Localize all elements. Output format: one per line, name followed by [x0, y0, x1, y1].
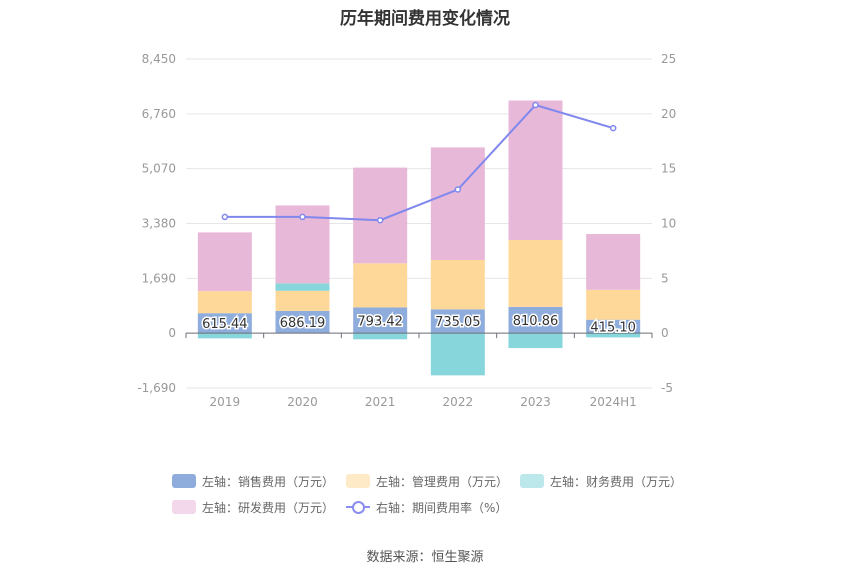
rate-line	[224, 103, 614, 222]
data-source-note: 数据来源：恒生聚源	[366, 550, 484, 565]
bar-3	[275, 283, 330, 291]
data-label: 793.42	[357, 314, 403, 329]
rate-point	[376, 216, 384, 224]
rate-point	[454, 186, 462, 193]
bar-4	[508, 100, 563, 241]
bar-4	[586, 234, 641, 290]
bar-1	[430, 309, 485, 334]
bar-2	[430, 259, 485, 310]
rate-point	[221, 213, 229, 221]
bar-1	[197, 313, 252, 334]
x-tick-label: 2021	[365, 395, 396, 409]
bar-2	[508, 240, 563, 307]
legend-swatch	[346, 500, 371, 514]
data-label: 615.44	[202, 317, 248, 332]
bar-2	[586, 289, 641, 320]
bar-2	[353, 263, 408, 308]
legend-swatch	[172, 500, 196, 514]
bar-4	[197, 232, 252, 292]
bar-1	[586, 319, 641, 334]
y-right-tick-label: 10	[661, 217, 676, 231]
y-left-tick-label: -1,690	[137, 381, 176, 395]
bar-3	[353, 333, 408, 340]
legend-item[interactable]: 左轴：销售费用（万元）	[172, 472, 334, 490]
legend-item[interactable]: 左轴：管理费用（万元）	[346, 472, 508, 490]
legend-label: 左轴：财务费用（万元）	[550, 474, 683, 489]
x-tick-label: 2019	[210, 395, 241, 409]
legend-swatch	[172, 474, 196, 488]
data-label: 735.05	[435, 315, 481, 330]
x-tick-label: 2022	[443, 395, 474, 409]
y-left-tick-label: 1,690	[142, 271, 176, 285]
x-tick-label: 2023	[520, 395, 551, 409]
bar-4	[353, 167, 408, 264]
chart-plot: 8,450 6,760 5,070 3,380 1,690 0 -1,690 25 20 15 10…	[137, 52, 676, 409]
y-left-tick-label: 0	[168, 326, 176, 340]
bar-4	[430, 147, 485, 260]
bar-3	[430, 333, 485, 376]
y-right-tick-label: -5	[661, 381, 673, 395]
bar-1	[508, 306, 563, 334]
x-tick-label: 2024H1	[590, 395, 637, 409]
chart-title: 历年期间费用变化情况	[340, 9, 510, 29]
legend-swatch	[346, 474, 371, 488]
y-right-tick-label: 20	[661, 107, 676, 121]
legend-label: 右轴：期间费用率（%）	[376, 500, 508, 515]
y-right-tick-label: 15	[661, 162, 676, 176]
bar-1	[353, 307, 408, 334]
rate-point	[532, 101, 539, 109]
y-right-tick-label: 0	[661, 326, 669, 340]
y-left-tick-label: 5,070	[142, 162, 176, 176]
legend-item[interactable]: 左轴：财务费用（万元）	[520, 472, 682, 490]
bar-2	[197, 291, 252, 314]
legend-item[interactable]: 右轴：期间费用率（%）	[346, 498, 507, 516]
bar-1	[275, 310, 330, 334]
rate-point	[299, 213, 306, 221]
y-left-tick-label: 6,760	[142, 107, 176, 121]
chart-legend: 左轴：销售费用（万元） 左轴：管理费用（万元） 左轴：财务费用（万元） 左轴：研发费用…	[172, 472, 732, 524]
bar-3	[586, 333, 641, 338]
y-right-tick-label: 25	[661, 52, 676, 66]
legend-label: 左轴：管理费用（万元）	[376, 474, 509, 489]
y-left-tick-label: 8,450	[142, 52, 176, 66]
data-label: 686.19	[280, 316, 326, 331]
legend-item[interactable]: 左轴：研发费用（万元）	[172, 498, 334, 516]
data-label: 415.10	[590, 320, 636, 335]
legend-label: 左轴：销售费用（万元）	[202, 474, 335, 489]
bar-3	[508, 333, 563, 349]
y-left-tick-label: 3,380	[142, 217, 176, 231]
legend-label: 左轴：研发费用（万元）	[202, 500, 335, 515]
bar-3	[197, 333, 252, 339]
legend-swatch	[520, 474, 545, 488]
x-tick-label: 2020	[287, 395, 318, 409]
rate-point	[609, 124, 617, 132]
bar-2	[275, 290, 330, 311]
y-right-tick-label: 5	[661, 271, 669, 285]
data-label: 810.86	[513, 314, 559, 329]
